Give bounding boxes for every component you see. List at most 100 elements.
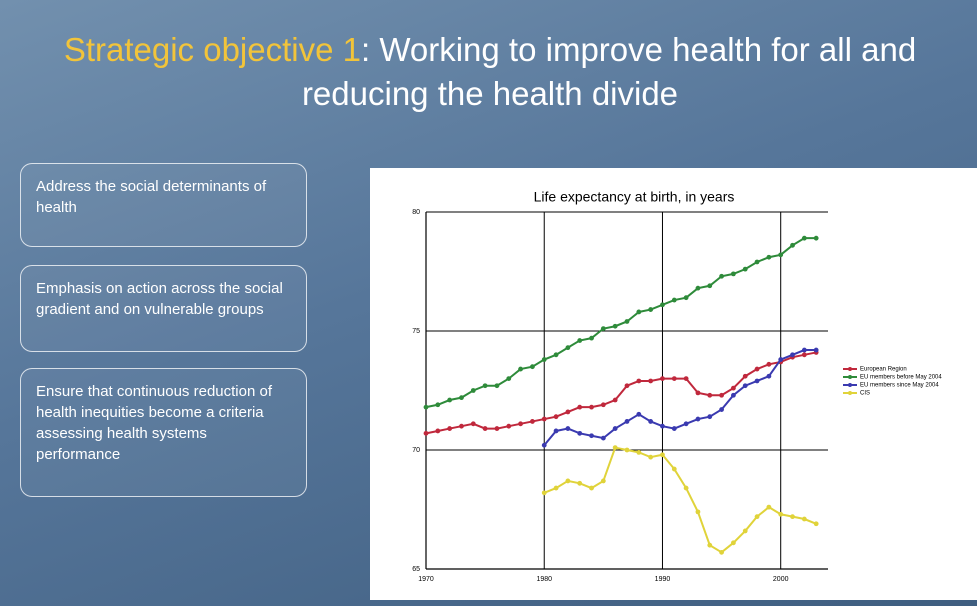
data-point	[671, 376, 677, 381]
data-point	[600, 435, 606, 441]
data-point	[636, 411, 642, 417]
series-line	[543, 349, 817, 446]
x-tick-label: 1990	[655, 576, 671, 583]
data-point	[707, 283, 713, 289]
data-point	[482, 383, 488, 389]
text-box: Emphasis on action across the social gra…	[20, 265, 307, 352]
data-point	[766, 504, 772, 510]
data-point	[719, 273, 724, 279]
data-point	[636, 449, 642, 455]
data-point	[695, 509, 701, 515]
data-point	[648, 378, 654, 384]
data-point	[766, 254, 772, 260]
series-line	[543, 446, 817, 554]
data-point	[565, 409, 571, 415]
data-point	[470, 421, 476, 427]
data-point	[553, 414, 559, 420]
data-point	[801, 352, 807, 358]
data-point	[518, 421, 523, 427]
data-point	[695, 390, 701, 396]
data-point	[447, 426, 453, 431]
data-point	[494, 426, 500, 431]
data-point	[707, 414, 713, 420]
data-point	[801, 235, 807, 241]
chart: Life expectancy at birth, in years 65 70 7…	[412, 189, 942, 583]
data-point	[754, 514, 760, 520]
data-point	[648, 419, 654, 424]
data-point	[754, 259, 760, 265]
data-point	[766, 373, 772, 379]
data-point	[530, 419, 535, 424]
legend-marker	[848, 383, 852, 387]
data-point	[423, 430, 429, 436]
legend-label: EU members since May 2004	[860, 383, 939, 389]
series-line	[425, 351, 817, 435]
data-point	[648, 307, 654, 312]
data-point	[683, 421, 689, 427]
data-point	[624, 319, 630, 324]
data-point	[553, 352, 559, 358]
data-point	[731, 540, 736, 546]
data-point	[695, 285, 701, 291]
data-point	[742, 383, 748, 389]
data-point	[553, 485, 559, 491]
data-point	[506, 376, 512, 381]
data-point	[813, 521, 819, 527]
title-highlight: Strategic objective 1	[63, 31, 361, 68]
data-point	[636, 378, 642, 384]
y-tick-label: 80	[412, 209, 420, 216]
data-point	[612, 426, 618, 431]
data-point	[731, 392, 736, 398]
data-point	[459, 395, 464, 401]
data-point	[671, 466, 677, 472]
data-point	[636, 309, 642, 315]
data-point	[541, 416, 547, 422]
y-tick-label: 65	[412, 566, 420, 573]
data-point	[482, 426, 488, 431]
data-point	[801, 516, 807, 522]
data-point	[589, 404, 594, 410]
data-point	[707, 392, 713, 398]
data-point	[600, 326, 606, 332]
data-point	[660, 376, 665, 381]
data-point	[801, 347, 807, 353]
data-point	[742, 373, 748, 379]
x-tick-label: 1980	[536, 576, 552, 583]
data-point	[790, 352, 795, 358]
data-point	[683, 295, 689, 301]
data-point	[719, 392, 724, 398]
data-point	[660, 423, 665, 429]
slide-title: Strategic objective 1: Working to improv…	[60, 28, 920, 116]
data-point	[530, 364, 535, 370]
data-point	[766, 361, 772, 367]
data-point	[778, 357, 784, 362]
data-point	[660, 452, 665, 458]
data-point	[577, 480, 583, 486]
data-point	[600, 402, 606, 408]
text-box: Address the social determinants of healt…	[20, 163, 307, 247]
data-point	[671, 426, 677, 431]
data-point	[470, 388, 476, 393]
data-point	[447, 397, 453, 403]
data-point	[754, 366, 760, 372]
y-tick-label: 70	[412, 447, 420, 454]
series-line	[425, 237, 817, 409]
data-point	[612, 397, 618, 403]
data-point	[612, 445, 618, 451]
data-point	[541, 357, 547, 362]
data-point	[707, 542, 713, 548]
data-point	[731, 271, 736, 277]
x-tick-label: 2000	[773, 576, 789, 583]
data-point	[813, 347, 819, 353]
data-point	[577, 430, 583, 436]
data-point	[423, 404, 429, 410]
data-point	[660, 302, 665, 308]
data-point	[778, 252, 784, 258]
chart-title: Life expectancy at birth, in years	[534, 189, 735, 205]
data-point	[719, 549, 724, 555]
data-point	[435, 402, 441, 408]
data-point	[600, 478, 606, 484]
data-point	[790, 514, 795, 520]
data-point	[541, 490, 547, 496]
